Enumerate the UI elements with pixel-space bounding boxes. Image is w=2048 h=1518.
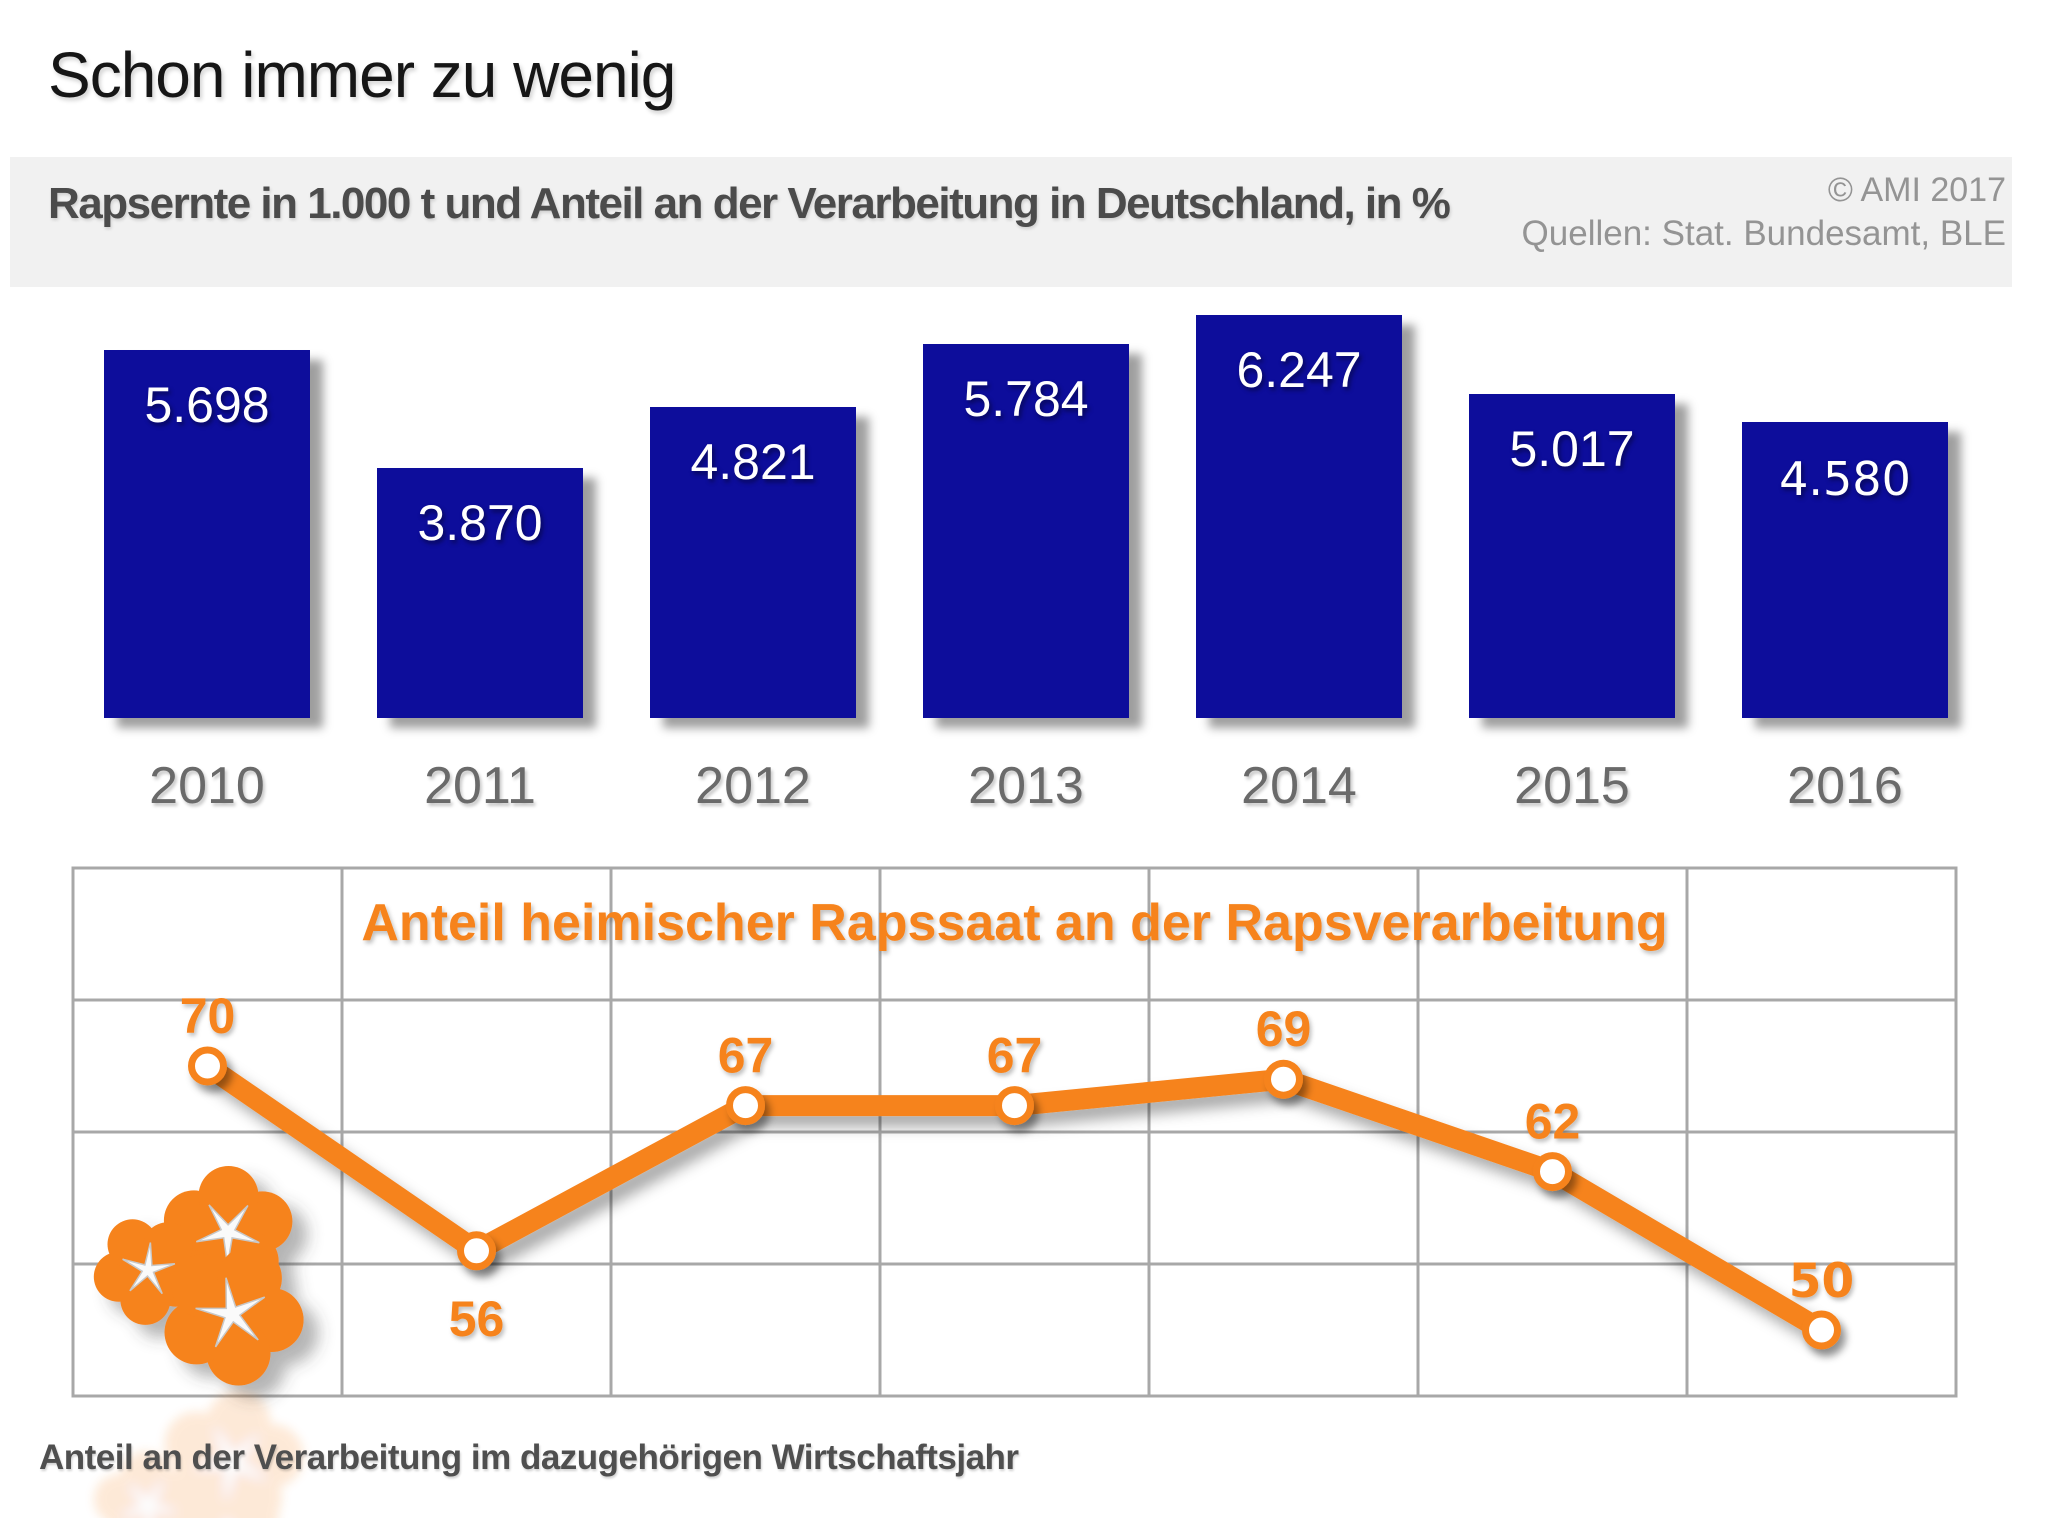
x-axis-label-2016: 2016 [1787, 757, 1903, 815]
bar-2010: 5.698 [104, 350, 310, 718]
x-axis-label-2014: 2014 [1241, 757, 1357, 815]
x-axis-label-2010: 2010 [149, 757, 265, 815]
chart-subtitle: Rapsernte in 1.000 t und Anteil an der V… [48, 179, 1451, 228]
line-chart-title: Anteil heimischer Rapssaat an der Rapsve… [361, 894, 1667, 952]
bar-value-label: 3.870 [417, 495, 543, 551]
sources-text: Quellen: Stat. Bundesamt, BLE [1521, 214, 2006, 253]
subtitle-band: Rapsernte in 1.000 t und Anteil an der V… [10, 157, 2012, 287]
point-label-2016: 50 [1789, 1254, 1854, 1309]
page-title: Schon immer zu wenig [48, 39, 676, 111]
bar-value-label: 5.698 [144, 377, 270, 433]
bar-value-label: 4.821 [690, 434, 816, 490]
bar-value-label: 6.247 [1236, 342, 1362, 398]
data-point-2013 [995, 1086, 1034, 1126]
rapeseed-flower-graphic [93, 1166, 304, 1386]
data-point-2011 [457, 1231, 496, 1271]
footnote: Anteil an der Verarbeitung im dazugehöri… [39, 1438, 1019, 1477]
bar-value-label: 5.017 [1509, 421, 1635, 477]
x-axis-label-2012: 2012 [695, 757, 811, 815]
data-point-labels: 70 56 67 67 69 62 50 [180, 988, 1855, 1347]
data-point-2015 [1533, 1152, 1572, 1192]
point-label-2012: 67 [718, 1028, 774, 1084]
x-axis-label-2011: 2011 [424, 757, 536, 815]
bar-value-label: 4.580 [1779, 452, 1911, 506]
data-points [188, 1046, 1841, 1350]
x-axis-label-2015: 2015 [1514, 757, 1630, 815]
copyright-text: © AMI 2017 [1827, 171, 2006, 209]
bar-2016: 4.580 [1742, 422, 1948, 718]
source-block: © AMI 2017 Quellen: Stat. Bundesamt, BLE [1522, 169, 2006, 255]
data-point-2012 [726, 1086, 765, 1126]
bar-2012: 4.821 [650, 407, 856, 718]
point-label-2015: 62 [1525, 1094, 1581, 1150]
bar-value-label: 5.784 [963, 371, 1089, 427]
x-axis-label-2013: 2013 [968, 757, 1084, 815]
data-point-2010 [188, 1046, 227, 1086]
bar-2015: 5.017 [1469, 394, 1675, 718]
point-label-2014: 69 [1256, 1001, 1312, 1057]
data-point-2016 [1802, 1310, 1841, 1350]
bar-2011: 3.870 [377, 468, 583, 718]
point-label-2010: 70 [180, 988, 236, 1044]
flower-reflection [93, 1390, 304, 1518]
data-point-2014 [1264, 1059, 1303, 1099]
bar-2013: 5.784 [923, 344, 1129, 718]
point-label-2011: 56 [449, 1291, 505, 1347]
point-label-2013: 67 [987, 1028, 1043, 1084]
plot-grid [71, 866, 1958, 1398]
bar-2014: 6.247 [1196, 315, 1402, 718]
